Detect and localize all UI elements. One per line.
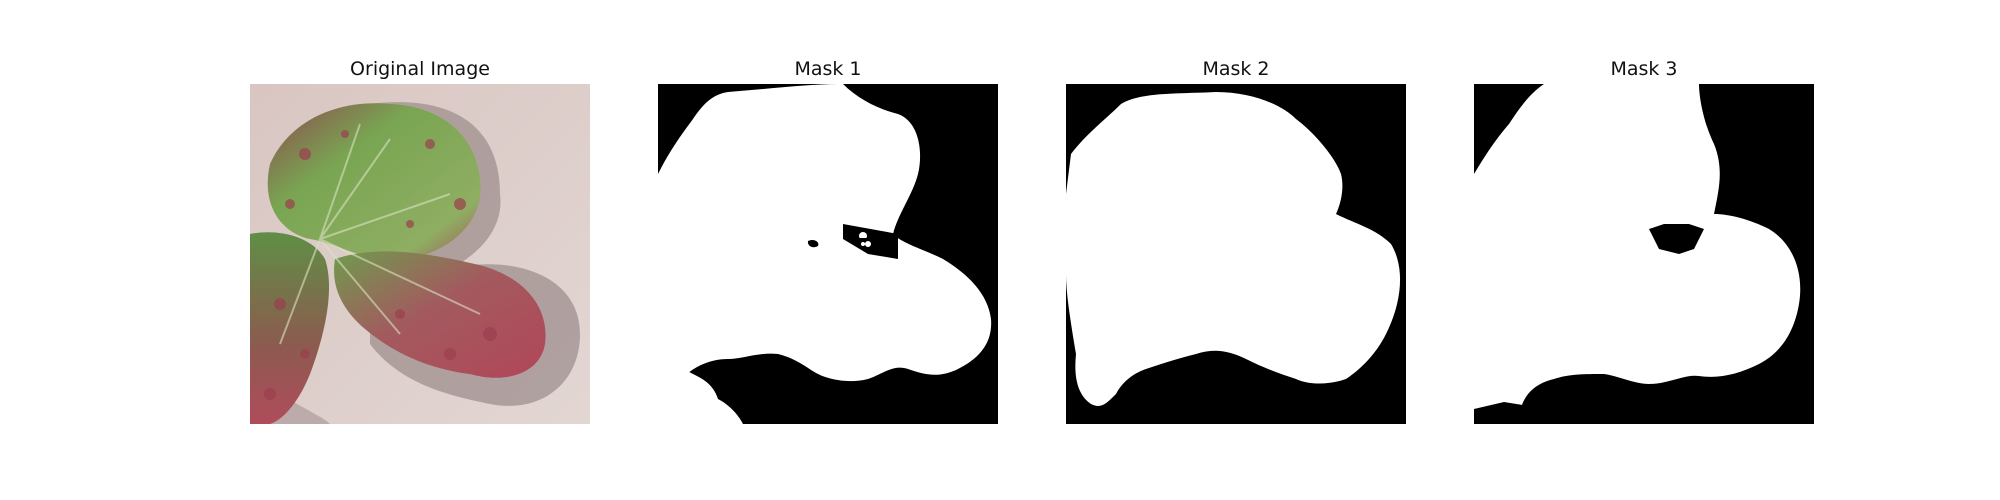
mask-3-image [1474, 84, 1814, 424]
panel-title: Original Image [350, 58, 490, 80]
panel-mask-3: Mask 3 [1474, 0, 1814, 500]
panel-title: Mask 1 [794, 58, 862, 80]
original-leaf-photo [250, 84, 590, 424]
panel-mask-1: Mask 1 [658, 0, 998, 500]
panel-title: Mask 2 [1202, 58, 1270, 80]
panel-mask-2: Mask 2 [1066, 0, 1406, 500]
panel-original-image: Original Image [250, 0, 590, 500]
mask-1-image [658, 84, 998, 424]
mask-2-image [1066, 84, 1406, 424]
panel-title: Mask 3 [1610, 58, 1678, 80]
